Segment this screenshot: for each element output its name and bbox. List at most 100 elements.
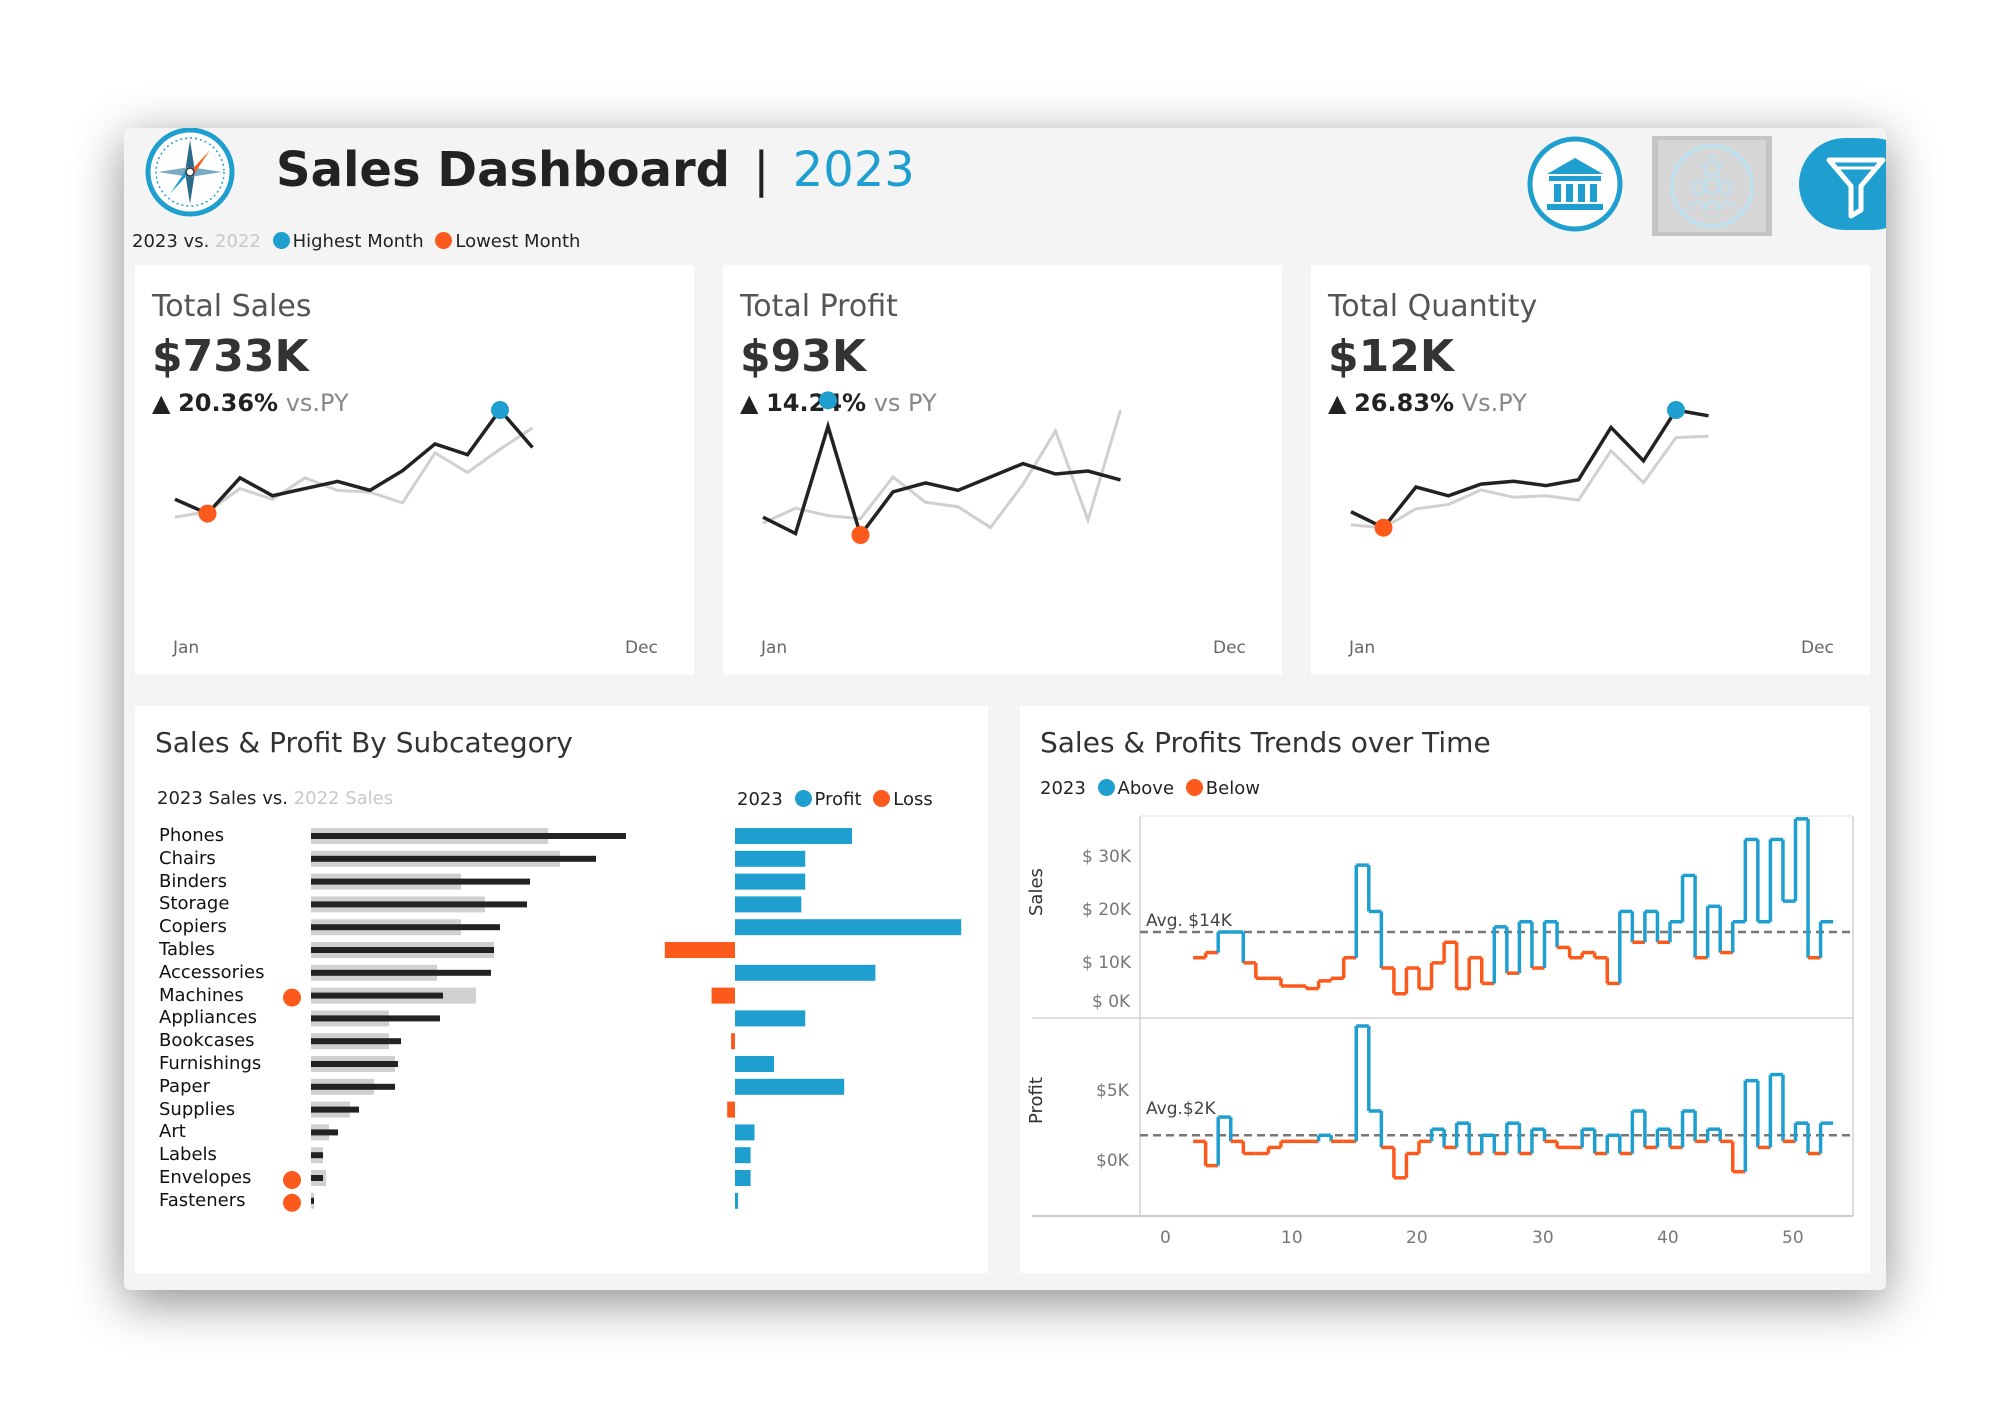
highest-month-marker — [819, 391, 837, 410]
subcategory-label: Copiers — [159, 916, 227, 938]
kpi-title: Total Quantity — [1328, 289, 1538, 324]
profit-dot — [794, 790, 812, 807]
title-separator: | — [753, 142, 770, 198]
kpi-change-pct: 14.24% — [766, 389, 867, 417]
kpi-change: ▲ 14.24% vs PY — [740, 389, 937, 417]
month-end: Dec — [625, 638, 658, 658]
profit-bar — [735, 1147, 751, 1164]
lowest-month-marker — [851, 526, 870, 544]
x-tick: 10 — [1281, 1228, 1303, 1248]
subcategory-label: Labels — [159, 1144, 217, 1166]
profit-bar — [664, 942, 735, 958]
kpi-change: ▲ 20.36% vs.PY — [152, 389, 349, 417]
kpi-card-sales: Total Sales $733K ▲ 20.36% vs.PY Jan Dec — [135, 265, 694, 675]
profit-tick: $5K — [1096, 1081, 1129, 1101]
trends-chart — [1032, 815, 1854, 1217]
subcategory-title: Sales & Profit By Subcategory — [155, 726, 573, 759]
profit-bar — [735, 1170, 751, 1186]
below-dot — [1185, 779, 1203, 796]
quantity-sparkline — [1350, 401, 1709, 537]
x-tick: 50 — [1782, 1228, 1804, 1248]
customers-icon[interactable] — [1652, 136, 1772, 236]
title-year: 2023 — [792, 142, 915, 198]
profit-bar — [735, 1192, 739, 1209]
profit-bar — [735, 964, 876, 981]
subcategory-card: Sales & Profit By Subcategory 2023 Sales… — [135, 706, 988, 1273]
subcategory-label: Tables — [159, 939, 215, 960]
subcategory-sales-legend: 2023 Sales vs. 2022 Sales — [157, 788, 393, 809]
current-sales-bar — [311, 1129, 338, 1136]
subcategory-label: Furnishings — [159, 1053, 262, 1074]
loss-marker — [283, 1171, 301, 1189]
dashboard-window: Sales Dashboard | 2023 2023 vs. 2022 Hig… — [124, 128, 1886, 1290]
up-arrow-icon: ▲ — [152, 389, 171, 417]
profit-bar — [735, 1078, 845, 1095]
trends-card: Sales & Profits Trends over Time 2023 Ab… — [1020, 706, 1870, 1273]
profit-bar — [735, 1010, 806, 1027]
month-start: Jan — [761, 638, 788, 658]
up-arrow-icon: ▲ — [740, 389, 759, 417]
legend-highest: Highest Month — [292, 231, 424, 252]
current-sales-bar — [311, 947, 494, 953]
current-year-line — [174, 407, 534, 516]
profit-bar — [735, 896, 802, 913]
legend-profit: Profit — [814, 789, 862, 810]
subcategory-label: Accessories — [159, 961, 265, 983]
kpi-change-vs: Vs.PY — [1461, 389, 1527, 417]
legend-year: 2023 — [1040, 778, 1086, 799]
sales-average-label: Avg. $14K — [1146, 911, 1232, 931]
loss-marker — [283, 988, 301, 1007]
subcategory-label: Binders — [159, 870, 228, 892]
prior-year-line — [762, 409, 1122, 530]
kpi-change-vs: vs.PY — [285, 389, 349, 417]
highest-month-dot — [272, 232, 290, 249]
prior-year-line — [174, 426, 534, 519]
kpi-change: ▲ 26.83% Vs.PY — [1328, 389, 1527, 417]
sales-sparkline — [174, 401, 534, 523]
sales-tick: $ 30K — [1082, 847, 1131, 867]
lowest-month-dot — [435, 232, 453, 249]
profit-bar — [735, 1124, 755, 1141]
current-sales-bar — [311, 855, 596, 862]
kpi-change-pct: 20.36% — [178, 389, 279, 417]
bank-icon[interactable] — [1527, 136, 1623, 232]
kpi-value: $93K — [740, 331, 866, 382]
current-sales-bar — [311, 1106, 359, 1113]
subcategory-profit-legend: 2023 Profit Loss — [737, 789, 933, 810]
kpi-change-pct: 26.83% — [1354, 389, 1455, 417]
legend-prior-year: 2022 — [215, 231, 261, 252]
current-year-line — [1350, 408, 1709, 530]
x-tick: 0 — [1160, 1228, 1171, 1248]
current-sales-bar — [311, 1061, 398, 1067]
profit-sparkline — [762, 391, 1122, 544]
kpi-card-profit: Total Profit $93K ▲ 14.24% vs PY Jan Dec — [723, 265, 1282, 675]
current-sales-bar — [311, 901, 527, 908]
lowest-month-marker — [198, 504, 217, 523]
profit-bar — [731, 1033, 735, 1050]
trends-title: Sales & Profits Trends over Time — [1040, 726, 1491, 759]
subcategory-label: Appliances — [159, 1007, 257, 1029]
current-sales-bar — [311, 969, 491, 976]
filter-icon[interactable] — [1799, 136, 1886, 232]
highest-month-marker — [1667, 401, 1685, 419]
profit-bar — [727, 1101, 735, 1118]
subcategory-chart — [283, 828, 962, 1212]
kpi-card-quantity: Total Quantity $12K ▲ 26.83% Vs.PY Jan D… — [1311, 265, 1870, 675]
current-sales-bar — [311, 924, 500, 931]
subcategory-label: Storage — [159, 893, 230, 915]
current-sales-bar — [311, 1083, 395, 1090]
legend-vs: vs. — [183, 231, 210, 252]
legend-below: Below — [1205, 778, 1260, 799]
month-start: Jan — [1349, 638, 1376, 658]
kpi-title: Total Profit — [740, 289, 898, 324]
loss-marker — [283, 1193, 301, 1212]
sales-tick: $ 0K — [1092, 992, 1131, 1012]
profit-bar — [735, 828, 852, 844]
current-sales-bar — [311, 1197, 314, 1204]
current-sales-bar — [311, 992, 443, 999]
prior-year-line — [1350, 434, 1709, 530]
legend-prior-sales: 2022 Sales — [293, 788, 394, 809]
subcategory-label: Chairs — [159, 847, 216, 869]
loss-dot — [873, 790, 891, 807]
sales-tick: $ 20K — [1082, 900, 1131, 920]
